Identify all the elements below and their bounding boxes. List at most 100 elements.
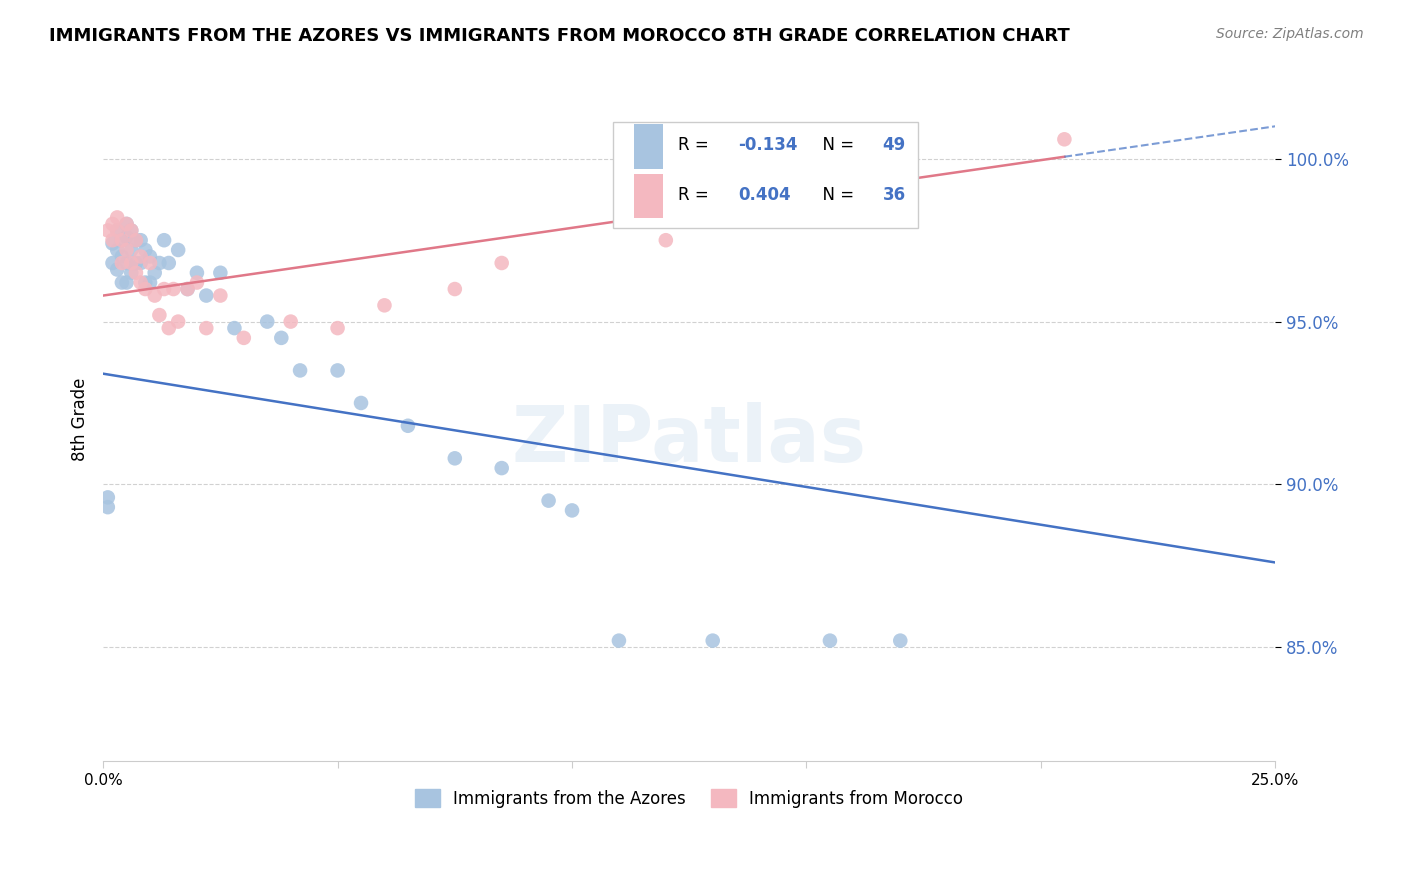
Point	[162, 282, 184, 296]
Point	[326, 321, 349, 335]
Text: N =: N =	[813, 186, 859, 203]
Point	[105, 243, 128, 257]
Point	[167, 243, 190, 257]
FancyBboxPatch shape	[634, 174, 664, 219]
Point	[396, 418, 419, 433]
Point	[125, 233, 148, 247]
Point	[280, 315, 302, 329]
Text: Source: ZipAtlas.com: Source: ZipAtlas.com	[1216, 27, 1364, 41]
Point	[134, 243, 156, 257]
Text: N =: N =	[813, 136, 859, 153]
Point	[101, 256, 124, 270]
Point	[129, 256, 152, 270]
Point	[148, 308, 170, 322]
Point	[134, 276, 156, 290]
Point	[105, 262, 128, 277]
Point	[157, 321, 180, 335]
Point	[157, 256, 180, 270]
Point	[105, 223, 128, 237]
Point	[97, 491, 120, 505]
Point	[176, 282, 198, 296]
Point	[224, 321, 246, 335]
Point	[350, 396, 373, 410]
Point	[443, 451, 465, 466]
Point	[120, 223, 142, 237]
Point	[125, 266, 148, 280]
Point	[818, 633, 841, 648]
Point	[491, 256, 513, 270]
Point	[842, 191, 865, 205]
Text: 36: 36	[883, 186, 905, 203]
Point	[120, 223, 142, 237]
Point	[153, 233, 176, 247]
Point	[256, 315, 278, 329]
Point	[115, 217, 138, 231]
Point	[209, 288, 232, 302]
Point	[655, 233, 678, 247]
Point	[111, 233, 134, 247]
Point	[101, 233, 124, 247]
Point	[270, 331, 292, 345]
Point	[115, 243, 138, 257]
Y-axis label: 8th Grade: 8th Grade	[72, 377, 89, 461]
Point	[537, 493, 560, 508]
Point	[111, 256, 134, 270]
Point	[373, 298, 395, 312]
Point	[143, 266, 166, 280]
Point	[115, 276, 138, 290]
Point	[143, 288, 166, 302]
Point	[139, 250, 162, 264]
Text: R =: R =	[678, 136, 713, 153]
Point	[111, 250, 134, 264]
Point	[101, 236, 124, 251]
Legend: Immigrants from the Azores, Immigrants from Morocco: Immigrants from the Azores, Immigrants f…	[408, 783, 970, 814]
Point	[129, 250, 152, 264]
Point	[115, 256, 138, 270]
Point	[167, 315, 190, 329]
Text: IMMIGRANTS FROM THE AZORES VS IMMIGRANTS FROM MOROCCO 8TH GRADE CORRELATION CHAR: IMMIGRANTS FROM THE AZORES VS IMMIGRANTS…	[49, 27, 1070, 45]
Point	[139, 256, 162, 270]
Point	[120, 266, 142, 280]
FancyBboxPatch shape	[613, 122, 918, 227]
Point	[1053, 132, 1076, 146]
Point	[105, 211, 128, 225]
Point	[561, 503, 583, 517]
Point	[111, 233, 134, 247]
Point	[288, 363, 311, 377]
Point	[129, 276, 152, 290]
Point	[105, 223, 128, 237]
Point	[326, 363, 349, 377]
Text: R =: R =	[678, 186, 713, 203]
Point	[889, 633, 911, 648]
Point	[209, 266, 232, 280]
Point	[125, 256, 148, 270]
Point	[134, 282, 156, 296]
Point	[186, 276, 208, 290]
Point	[115, 217, 138, 231]
Point	[115, 230, 138, 244]
FancyBboxPatch shape	[634, 124, 664, 169]
Point	[195, 288, 218, 302]
Text: 0.404: 0.404	[738, 186, 792, 203]
Point	[97, 500, 120, 515]
Point	[97, 223, 120, 237]
Point	[139, 276, 162, 290]
Point	[176, 282, 198, 296]
Point	[443, 282, 465, 296]
Point	[111, 276, 134, 290]
Text: ZIPatlas: ZIPatlas	[512, 401, 866, 478]
Point	[101, 217, 124, 231]
Text: 49: 49	[883, 136, 905, 153]
Point	[702, 633, 724, 648]
Point	[148, 256, 170, 270]
Point	[153, 282, 176, 296]
Point	[186, 266, 208, 280]
Point	[607, 633, 630, 648]
Point	[232, 331, 254, 345]
Point	[195, 321, 218, 335]
Point	[491, 461, 513, 475]
Point	[120, 243, 142, 257]
Point	[129, 233, 152, 247]
Point	[125, 233, 148, 247]
Point	[120, 256, 142, 270]
